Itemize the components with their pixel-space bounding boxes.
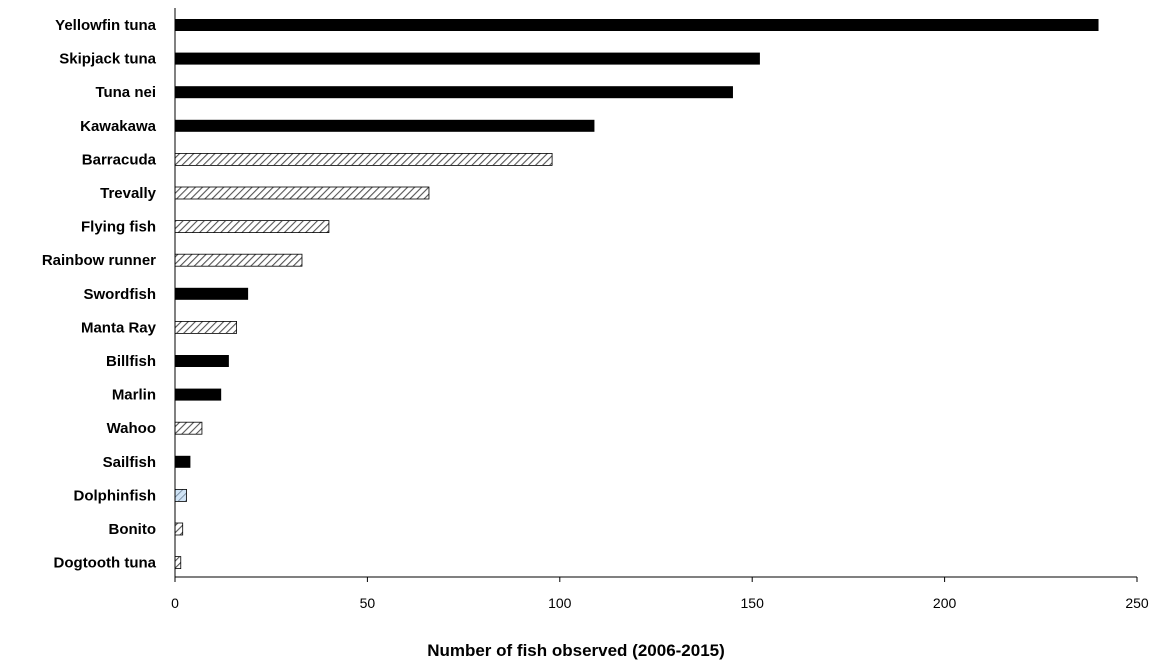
x-tick-label: 0 <box>171 595 179 611</box>
bar-manta-ray <box>174 320 237 334</box>
x-axis-title: Number of fish observed (2006-2015) <box>427 641 725 660</box>
category-label: Sailfish <box>103 454 156 471</box>
category-label: Trevally <box>100 185 157 202</box>
bar-barracuda <box>174 152 553 166</box>
category-label: Rainbow runner <box>42 252 156 269</box>
axes-layer <box>174 8 1137 578</box>
bar-billfish <box>175 355 229 367</box>
bar-swordfish <box>175 287 249 300</box>
bar-bonito <box>174 522 184 536</box>
x-tick-label: 200 <box>933 595 957 611</box>
category-label: Dolphinfish <box>74 487 157 504</box>
bar-dogtooth-tuna <box>174 556 182 569</box>
bar-yellowfin-tuna <box>175 19 1099 31</box>
bar-trevally <box>174 186 430 200</box>
category-label: Kawakawa <box>80 118 157 135</box>
category-label: Tuna nei <box>95 84 156 101</box>
x-tick-label: 50 <box>360 595 376 611</box>
bar-sailfish <box>175 455 191 468</box>
category-label: Dogtooth tuna <box>54 555 157 572</box>
x-tick-label: 100 <box>548 595 572 611</box>
bar-dolphinfish <box>174 488 187 502</box>
bar-marlin <box>175 388 222 401</box>
category-label: Billfish <box>106 353 156 370</box>
category-label: Yellowfin tuna <box>55 17 156 34</box>
bar-flying-fish <box>174 220 330 234</box>
category-label: Swordfish <box>83 286 156 303</box>
category-label: Flying fish <box>81 219 156 236</box>
x-tick-label: 250 <box>1125 595 1149 611</box>
bars-layer <box>174 19 1099 569</box>
labels-layer: Yellowfin tuna Skipjack tuna Tuna nei Kawak… <box>42 17 157 572</box>
category-label: Marlin <box>112 387 156 404</box>
bar-tuna-nei <box>175 86 733 99</box>
bar-wahoo <box>174 421 203 435</box>
bar-kawakawa <box>175 119 595 132</box>
bar-skipjack-tuna <box>175 52 760 65</box>
x-tick-label: 150 <box>741 595 765 611</box>
category-label: Skipjack tuna <box>59 51 156 68</box>
ticks-layer: 0 50 100 150 200 250 <box>171 577 1149 611</box>
category-label: Bonito <box>109 521 156 538</box>
bar-rainbow-runner <box>174 253 303 267</box>
category-label: Manta Ray <box>81 319 157 336</box>
category-label: Barracuda <box>82 151 157 168</box>
category-label: Wahoo <box>107 420 156 437</box>
